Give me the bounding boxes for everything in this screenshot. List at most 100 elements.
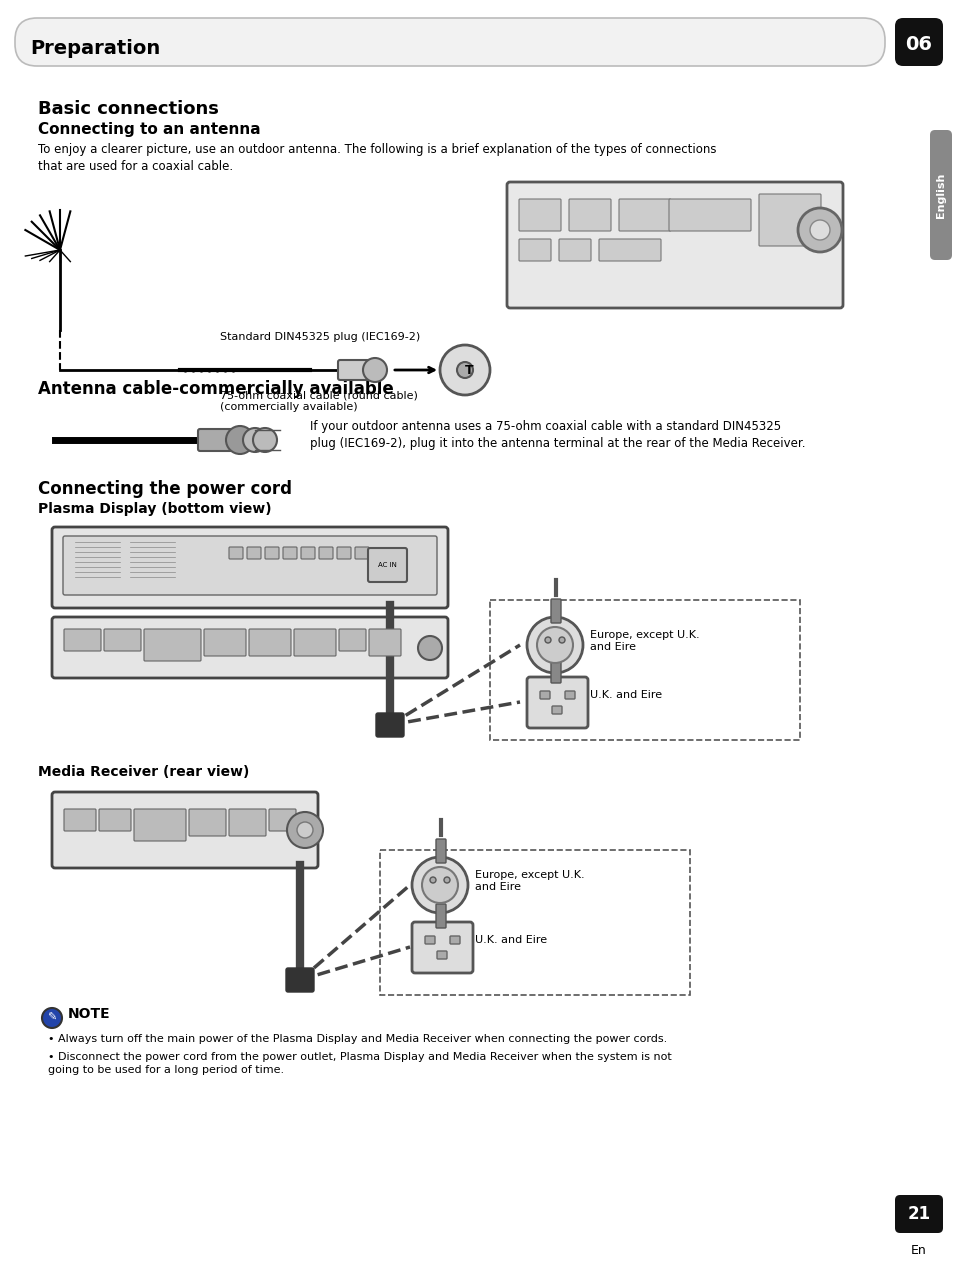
FancyBboxPatch shape [518,199,560,231]
FancyBboxPatch shape [375,713,403,736]
FancyBboxPatch shape [618,199,670,231]
FancyBboxPatch shape [198,429,236,451]
Circle shape [417,636,441,660]
Bar [379,850,689,995]
Text: Media Receiver (rear view): Media Receiver (rear view) [38,764,249,778]
Text: T: T [464,363,473,377]
Text: AC IN: AC IN [377,562,396,568]
FancyBboxPatch shape [368,548,407,582]
FancyBboxPatch shape [52,792,317,868]
FancyBboxPatch shape [759,194,821,246]
Text: To enjoy a clearer picture, use an outdoor antenna. The following is a brief exp: To enjoy a clearer picture, use an outdo… [38,143,716,173]
FancyBboxPatch shape [450,936,459,944]
Circle shape [544,637,551,643]
FancyBboxPatch shape [64,629,101,651]
FancyBboxPatch shape [104,629,141,651]
Text: 21: 21 [906,1205,929,1223]
Text: Antenna cable-commercially available: Antenna cable-commercially available [38,380,394,397]
FancyBboxPatch shape [526,676,587,727]
Circle shape [287,812,323,848]
FancyBboxPatch shape [436,905,446,927]
FancyBboxPatch shape [283,547,296,559]
Circle shape [456,362,473,378]
Text: Standard DIN45325 plug (IEC169-2): Standard DIN45325 plug (IEC169-2) [220,333,420,341]
Text: If your outdoor antenna uses a 75-ohm coaxial cable with a standard DIN45325
plu: If your outdoor antenna uses a 75-ohm co… [310,420,804,450]
Circle shape [296,822,313,838]
FancyBboxPatch shape [551,599,560,623]
FancyBboxPatch shape [52,527,448,608]
Text: ✎: ✎ [48,1013,56,1023]
FancyBboxPatch shape [598,240,660,261]
FancyBboxPatch shape [286,968,314,992]
FancyBboxPatch shape [568,199,610,231]
FancyBboxPatch shape [99,809,131,831]
Text: 06: 06 [904,34,931,54]
FancyBboxPatch shape [894,18,942,66]
Circle shape [537,627,573,662]
Circle shape [363,358,387,382]
FancyBboxPatch shape [133,809,186,841]
FancyBboxPatch shape [558,240,590,261]
Circle shape [421,868,457,903]
Text: • Disconnect the power cord from the power outlet, Plasma Display and Media Rece: • Disconnect the power cord from the pow… [48,1052,671,1075]
FancyBboxPatch shape [539,691,550,699]
FancyBboxPatch shape [247,547,261,559]
Circle shape [430,877,436,883]
Text: U.K. and Eire: U.K. and Eire [475,935,547,945]
Circle shape [243,428,267,452]
Circle shape [412,857,468,913]
FancyBboxPatch shape [552,706,561,713]
FancyBboxPatch shape [551,659,560,683]
Text: NOTE: NOTE [68,1006,111,1020]
FancyBboxPatch shape [269,809,295,831]
FancyBboxPatch shape [518,240,551,261]
Circle shape [226,426,253,454]
Circle shape [526,617,582,673]
Circle shape [797,208,841,252]
FancyBboxPatch shape [64,809,96,831]
Text: Europe, except U.K.
and Eire: Europe, except U.K. and Eire [475,870,584,892]
FancyBboxPatch shape [204,629,246,656]
Circle shape [809,220,829,240]
Circle shape [42,1008,62,1028]
Text: Connecting to an antenna: Connecting to an antenna [38,122,260,138]
FancyBboxPatch shape [564,691,575,699]
FancyBboxPatch shape [189,809,226,836]
FancyBboxPatch shape [318,547,333,559]
FancyBboxPatch shape [337,361,372,380]
Circle shape [439,345,490,395]
FancyBboxPatch shape [265,547,278,559]
Bar [490,600,800,740]
FancyBboxPatch shape [436,950,447,959]
Circle shape [253,428,276,452]
FancyBboxPatch shape [52,617,448,678]
Text: Europe, except U.K.
and Eire: Europe, except U.K. and Eire [589,631,699,652]
FancyBboxPatch shape [301,547,314,559]
FancyBboxPatch shape [424,936,435,944]
FancyBboxPatch shape [294,629,335,656]
FancyBboxPatch shape [144,629,201,661]
Circle shape [443,877,450,883]
FancyBboxPatch shape [355,547,369,559]
Text: • Always turn off the main power of the Plasma Display and Media Receiver when c: • Always turn off the main power of the … [48,1034,666,1043]
FancyBboxPatch shape [338,629,366,651]
FancyBboxPatch shape [369,629,400,656]
FancyBboxPatch shape [668,199,750,231]
FancyBboxPatch shape [15,18,884,66]
FancyBboxPatch shape [336,547,351,559]
FancyBboxPatch shape [506,182,842,308]
Text: Connecting the power cord: Connecting the power cord [38,480,292,498]
Text: U.K. and Eire: U.K. and Eire [589,691,661,699]
FancyBboxPatch shape [229,547,243,559]
FancyBboxPatch shape [929,130,951,260]
Text: English: English [935,172,945,218]
FancyBboxPatch shape [436,840,446,862]
Text: 75-ohm coaxial cable (round cable)
(commercially available): 75-ohm coaxial cable (round cable) (comm… [220,390,417,413]
Text: Plasma Display (bottom view): Plasma Display (bottom view) [38,502,272,516]
FancyBboxPatch shape [229,809,266,836]
FancyBboxPatch shape [894,1195,942,1233]
FancyBboxPatch shape [249,629,291,656]
FancyBboxPatch shape [63,536,436,595]
Circle shape [558,637,564,643]
FancyBboxPatch shape [412,922,473,973]
